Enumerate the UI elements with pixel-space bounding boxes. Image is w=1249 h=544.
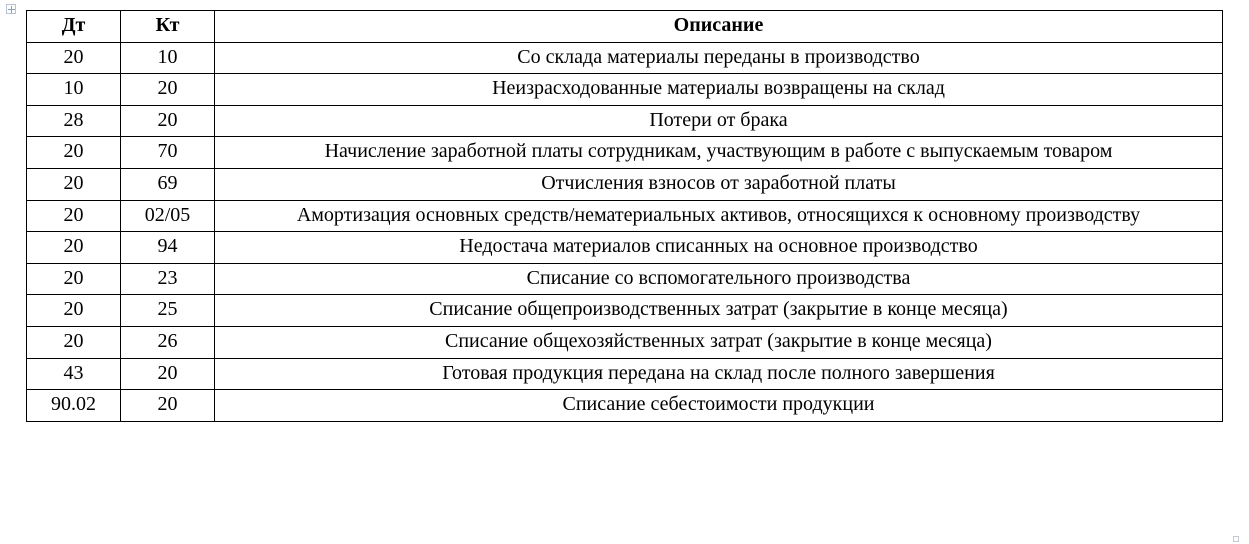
cell-kt: 69 xyxy=(121,168,215,200)
table-row: 20 26 Списание общехозяйственных затрат … xyxy=(27,326,1223,358)
cell-desc: Готовая продукция передана на склад посл… xyxy=(215,358,1223,390)
cell-dt: 28 xyxy=(27,105,121,137)
cell-kt: 10 xyxy=(121,42,215,74)
cell-kt: 25 xyxy=(121,295,215,327)
table-row: 20 94 Недостача материалов списанных на … xyxy=(27,232,1223,264)
cell-kt: 20 xyxy=(121,390,215,422)
cell-dt: 20 xyxy=(27,232,121,264)
cell-dt: 20 xyxy=(27,200,121,232)
cell-dt: 20 xyxy=(27,263,121,295)
cell-desc: Начисление заработной платы сотрудникам,… xyxy=(215,137,1223,169)
cell-dt: 20 xyxy=(27,137,121,169)
cell-kt: 20 xyxy=(121,105,215,137)
table-row: 20 02/05 Амортизация основных средств/не… xyxy=(27,200,1223,232)
col-header-kt: Кт xyxy=(121,11,215,43)
table-row: 10 20 Неизрасходованные материалы возвра… xyxy=(27,74,1223,106)
cell-kt: 26 xyxy=(121,326,215,358)
cell-desc: Потери от брака xyxy=(215,105,1223,137)
table-row: 20 69 Отчисления взносов от заработной п… xyxy=(27,168,1223,200)
table-row: 20 10 Со склада материалы переданы в про… xyxy=(27,42,1223,74)
cell-dt: 20 xyxy=(27,168,121,200)
cell-desc: Отчисления взносов от заработной платы xyxy=(215,168,1223,200)
cell-desc: Амортизация основных средств/нематериаль… xyxy=(215,200,1223,232)
cell-kt: 70 xyxy=(121,137,215,169)
cell-desc: Списание себестоимости продукции xyxy=(215,390,1223,422)
cell-kt: 23 xyxy=(121,263,215,295)
cell-kt: 94 xyxy=(121,232,215,264)
cell-desc: Неизрасходованные материалы возвращены н… xyxy=(215,74,1223,106)
table-row: 43 20 Готовая продукция передана на скла… xyxy=(27,358,1223,390)
cell-kt: 02/05 xyxy=(121,200,215,232)
col-header-dt: Дт xyxy=(27,11,121,43)
col-header-desc: Описание xyxy=(215,11,1223,43)
cell-desc: Списание общепроизводственных затрат (за… xyxy=(215,295,1223,327)
cell-dt: 43 xyxy=(27,358,121,390)
table-header-row: Дт Кт Описание xyxy=(27,11,1223,43)
cell-kt: 20 xyxy=(121,74,215,106)
table-row: 20 70 Начисление заработной платы сотруд… xyxy=(27,137,1223,169)
table-row: 28 20 Потери от брака xyxy=(27,105,1223,137)
table-row: 20 25 Списание общепроизводственных затр… xyxy=(27,295,1223,327)
cell-desc: Списание со вспомогательного производств… xyxy=(215,263,1223,295)
cell-dt: 20 xyxy=(27,326,121,358)
cell-dt: 20 xyxy=(27,42,121,74)
cell-dt: 10 xyxy=(27,74,121,106)
cell-dt: 20 xyxy=(27,295,121,327)
cell-desc: Списание общехозяйственных затрат (закры… xyxy=(215,326,1223,358)
table-anchor-icon xyxy=(6,4,16,14)
cell-kt: 20 xyxy=(121,358,215,390)
cell-dt: 90.02 xyxy=(27,390,121,422)
cell-desc: Недостача материалов списанных на основн… xyxy=(215,232,1223,264)
table-row: 20 23 Списание со вспомогательного произ… xyxy=(27,263,1223,295)
table-row: 90.02 20 Списание себестоимости продукци… xyxy=(27,390,1223,422)
table-end-icon xyxy=(1233,536,1239,542)
cell-desc: Со склада материалы переданы в производс… xyxy=(215,42,1223,74)
accounting-entries-table: Дт Кт Описание 20 10 Со склада материалы… xyxy=(26,10,1223,422)
